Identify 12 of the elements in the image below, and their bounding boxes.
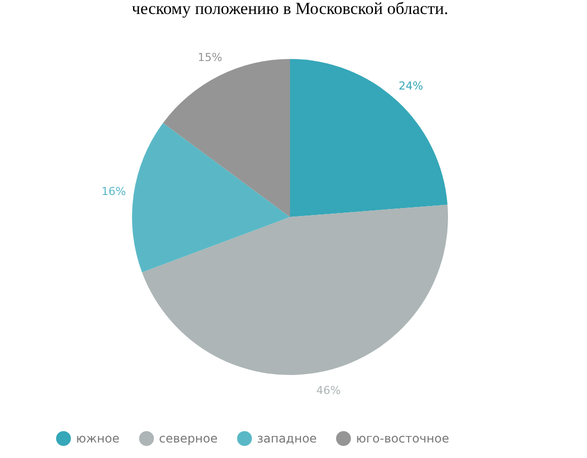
data-label: 46% <box>316 384 341 397</box>
data-label: 15% <box>198 51 222 64</box>
data-label: 16% <box>102 185 126 198</box>
legend-label: юго-восточное <box>356 432 450 446</box>
pie-slice <box>132 122 290 272</box>
pie-slice <box>142 204 448 375</box>
legend-label: западное <box>257 432 317 446</box>
pie-slice <box>290 59 448 217</box>
data-label: 24% <box>398 79 424 92</box>
legend-label: северное <box>159 432 218 446</box>
legend-label: южное <box>76 432 120 446</box>
chart-title: ческому положению в Московской области. <box>132 0 448 18</box>
